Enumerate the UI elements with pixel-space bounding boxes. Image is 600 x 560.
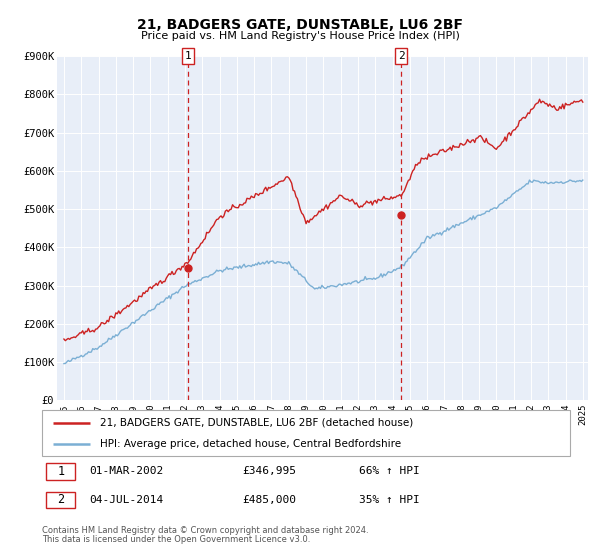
- FancyBboxPatch shape: [46, 492, 75, 508]
- Text: 66% ↑ HPI: 66% ↑ HPI: [359, 466, 419, 476]
- Text: 1: 1: [185, 51, 191, 61]
- Text: 2: 2: [398, 51, 404, 61]
- Text: Contains HM Land Registry data © Crown copyright and database right 2024.: Contains HM Land Registry data © Crown c…: [42, 526, 368, 535]
- Text: 21, BADGERS GATE, DUNSTABLE, LU6 2BF: 21, BADGERS GATE, DUNSTABLE, LU6 2BF: [137, 18, 463, 32]
- Text: 2: 2: [57, 493, 64, 506]
- Text: £485,000: £485,000: [242, 495, 296, 505]
- Text: HPI: Average price, detached house, Central Bedfordshire: HPI: Average price, detached house, Cent…: [100, 439, 401, 449]
- FancyBboxPatch shape: [42, 410, 570, 456]
- Text: £346,995: £346,995: [242, 466, 296, 476]
- Text: 01-MAR-2002: 01-MAR-2002: [89, 466, 164, 476]
- Text: 35% ↑ HPI: 35% ↑ HPI: [359, 495, 419, 505]
- Text: This data is licensed under the Open Government Licence v3.0.: This data is licensed under the Open Gov…: [42, 535, 310, 544]
- Text: Price paid vs. HM Land Registry's House Price Index (HPI): Price paid vs. HM Land Registry's House …: [140, 31, 460, 41]
- Text: 21, BADGERS GATE, DUNSTABLE, LU6 2BF (detached house): 21, BADGERS GATE, DUNSTABLE, LU6 2BF (de…: [100, 418, 413, 428]
- FancyBboxPatch shape: [46, 463, 75, 479]
- Text: 04-JUL-2014: 04-JUL-2014: [89, 495, 164, 505]
- Text: 1: 1: [57, 465, 64, 478]
